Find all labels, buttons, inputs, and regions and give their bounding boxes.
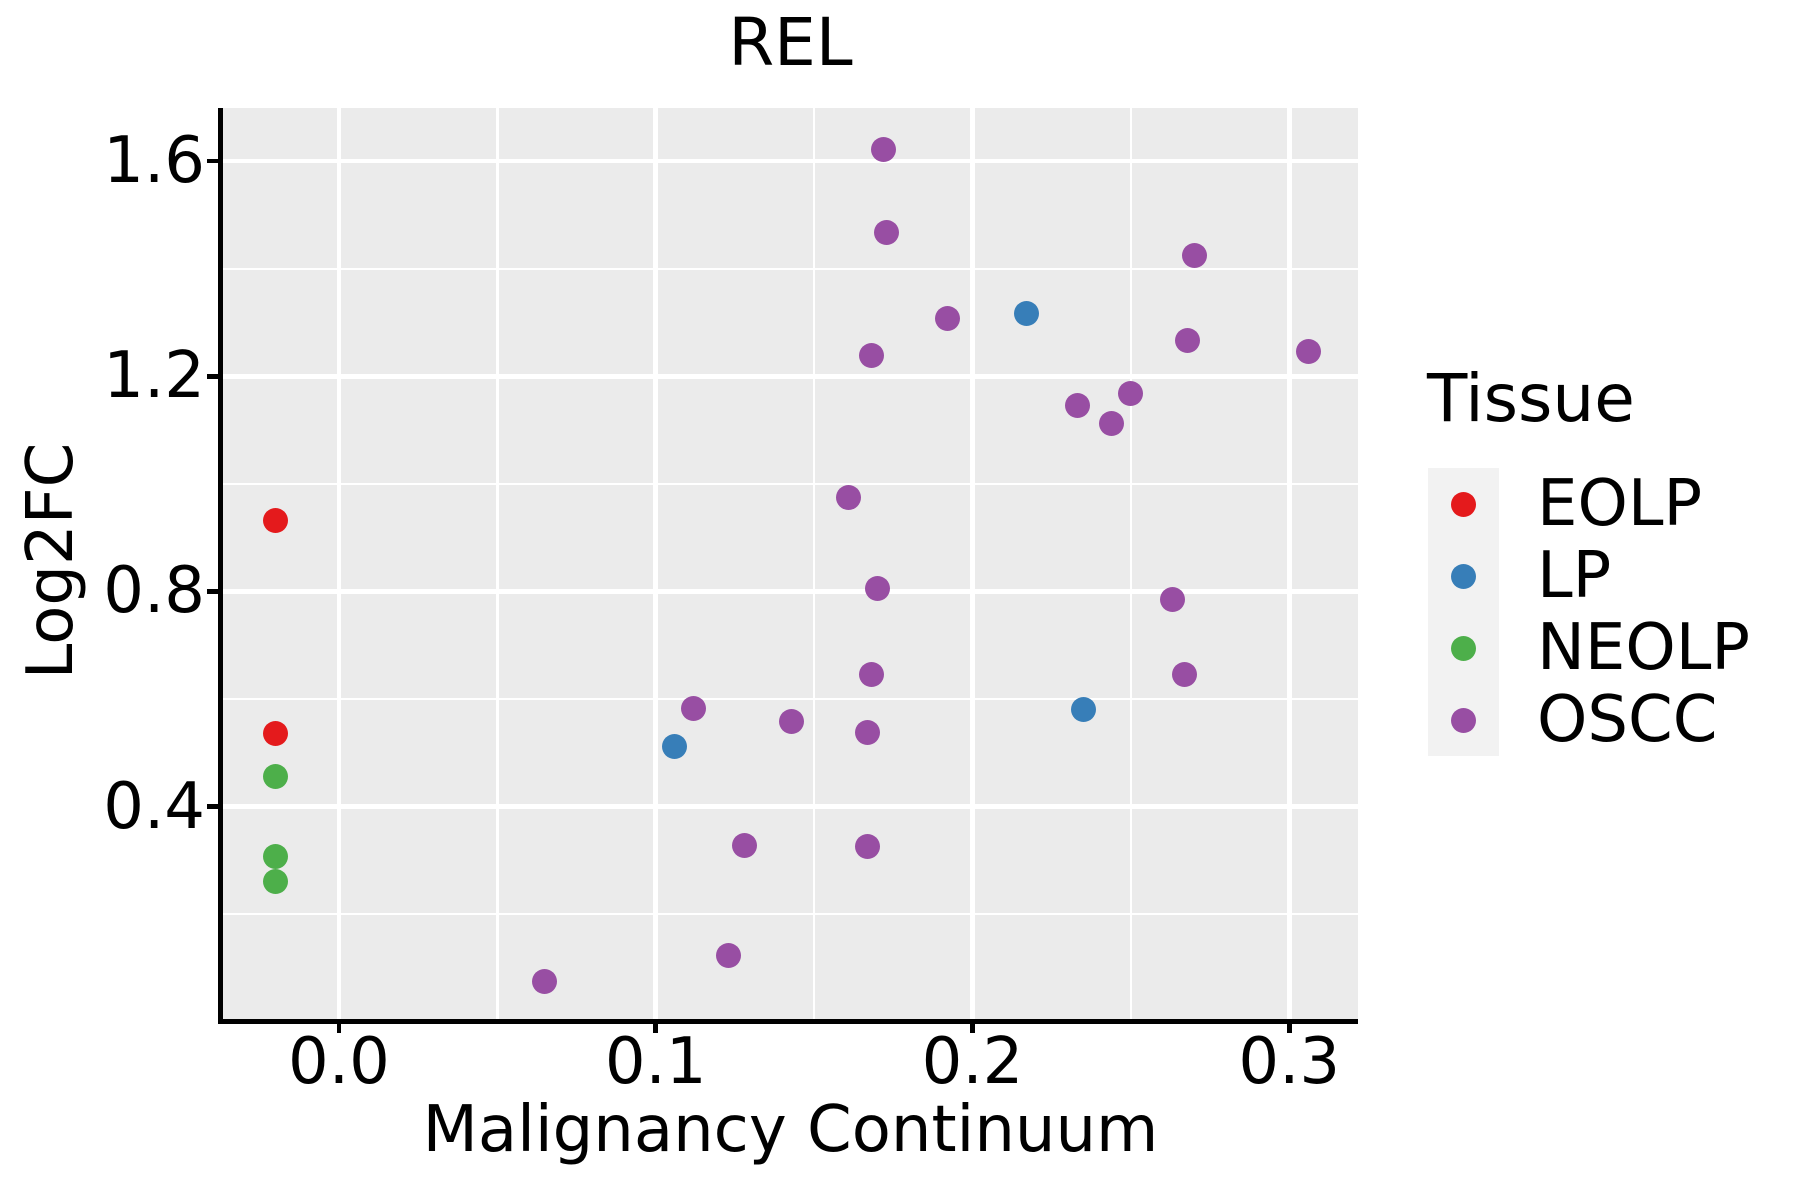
gridline-x-minor bbox=[1129, 108, 1133, 1020]
legend-dot-icon bbox=[1451, 492, 1476, 517]
legend-item-label: EOLP bbox=[1537, 467, 1703, 541]
x-axis-title: Malignancy Continuum bbox=[422, 1093, 1159, 1167]
legend-dot-icon bbox=[1451, 708, 1476, 733]
data-point-oscc bbox=[731, 833, 757, 859]
y-tick-mark bbox=[207, 589, 218, 594]
x-tick-label: 0.1 bbox=[604, 1025, 707, 1099]
legend-dot-icon bbox=[1451, 636, 1476, 661]
gridline-y-major bbox=[223, 589, 1358, 594]
data-point-oscc bbox=[1175, 327, 1201, 353]
data-point-oscc bbox=[855, 833, 881, 859]
data-point-oscc bbox=[532, 968, 558, 994]
y-tick-mark bbox=[207, 158, 218, 164]
data-point-oscc bbox=[855, 719, 881, 745]
x-tick-mark bbox=[1287, 1022, 1292, 1033]
data-point-lp bbox=[1013, 301, 1039, 327]
y-tick-label: 1.2 bbox=[103, 339, 205, 414]
data-point-oscc bbox=[1295, 338, 1321, 364]
data-point-lp bbox=[1070, 697, 1096, 723]
gridline-x-major bbox=[336, 108, 342, 1020]
data-point-oscc bbox=[716, 942, 742, 968]
legend-items: EOLP LP NEOLP OSCC bbox=[1428, 468, 1797, 756]
legend-key bbox=[1428, 684, 1499, 756]
gridline-y-minor bbox=[223, 267, 1358, 271]
y-axis-title: Log2FC bbox=[14, 442, 88, 680]
legend-item-oscc: OSCC bbox=[1428, 684, 1797, 756]
y-tick-label: 0.4 bbox=[103, 769, 205, 844]
data-point-neolp bbox=[263, 869, 289, 895]
legend: Tissue EOLP LP NEOLP OSCC bbox=[1427, 360, 1797, 756]
legend-key bbox=[1428, 468, 1499, 540]
legend-item-label: NEOLP bbox=[1537, 611, 1750, 685]
plot-panel bbox=[223, 108, 1358, 1020]
legend-item-label: OSCC bbox=[1537, 683, 1718, 757]
x-tick-mark bbox=[336, 1022, 342, 1033]
gridline-x-minor bbox=[496, 108, 499, 1020]
x-tick-label: 0.2 bbox=[921, 1025, 1024, 1099]
gridline-y-major bbox=[223, 158, 1358, 164]
y-tick-mark bbox=[207, 804, 218, 809]
y-axis-line bbox=[218, 108, 223, 1024]
data-point-oscc bbox=[858, 342, 884, 368]
gridline-y-minor bbox=[223, 912, 1358, 916]
gridline-x-major bbox=[1287, 108, 1292, 1020]
data-point-lp bbox=[662, 733, 688, 759]
legend-key bbox=[1428, 540, 1499, 612]
plot-title: REL bbox=[728, 4, 853, 81]
data-point-oscc bbox=[874, 220, 900, 246]
data-point-oscc bbox=[1118, 381, 1144, 407]
legend-key bbox=[1428, 612, 1499, 684]
legend-item-eolp: EOLP bbox=[1428, 468, 1797, 540]
gridline-y-minor bbox=[223, 697, 1358, 701]
gridline-y-major bbox=[223, 804, 1358, 809]
data-point-eolp bbox=[263, 508, 289, 534]
data-point-neolp bbox=[263, 844, 289, 870]
x-axis-line bbox=[218, 1019, 1358, 1024]
gridline-y-minor bbox=[223, 482, 1358, 486]
gridline-y-major bbox=[223, 374, 1358, 379]
y-tick-label: 0.8 bbox=[103, 554, 205, 629]
data-point-oscc bbox=[1064, 392, 1090, 418]
data-point-eolp bbox=[263, 720, 289, 746]
data-point-neolp bbox=[263, 764, 289, 790]
data-point-oscc bbox=[934, 306, 960, 332]
legend-title: Tissue bbox=[1427, 360, 1635, 437]
x-tick-label: 0.3 bbox=[1238, 1025, 1341, 1099]
data-point-oscc bbox=[681, 696, 707, 722]
legend-item-lp: LP bbox=[1428, 540, 1797, 612]
x-tick-mark bbox=[653, 1022, 658, 1033]
data-point-oscc bbox=[1181, 242, 1207, 268]
data-point-oscc bbox=[871, 136, 897, 162]
x-tick-label: 0.0 bbox=[288, 1025, 390, 1099]
legend-item-label: LP bbox=[1537, 539, 1612, 613]
data-point-oscc bbox=[858, 662, 884, 688]
y-tick-label: 1.6 bbox=[103, 124, 205, 199]
data-point-oscc bbox=[779, 709, 805, 735]
data-point-oscc bbox=[836, 485, 862, 511]
y-tick-mark bbox=[207, 374, 218, 379]
legend-item-neolp: NEOLP bbox=[1428, 612, 1797, 684]
legend-dot-icon bbox=[1451, 564, 1476, 589]
data-point-oscc bbox=[1099, 410, 1125, 436]
data-point-oscc bbox=[1172, 662, 1198, 688]
gridline-x-major bbox=[970, 108, 975, 1020]
gridline-x-major bbox=[653, 108, 658, 1020]
data-point-oscc bbox=[1159, 586, 1185, 612]
gridline-x-minor bbox=[812, 108, 816, 1020]
x-tick-mark bbox=[970, 1022, 975, 1033]
data-point-oscc bbox=[864, 576, 890, 602]
